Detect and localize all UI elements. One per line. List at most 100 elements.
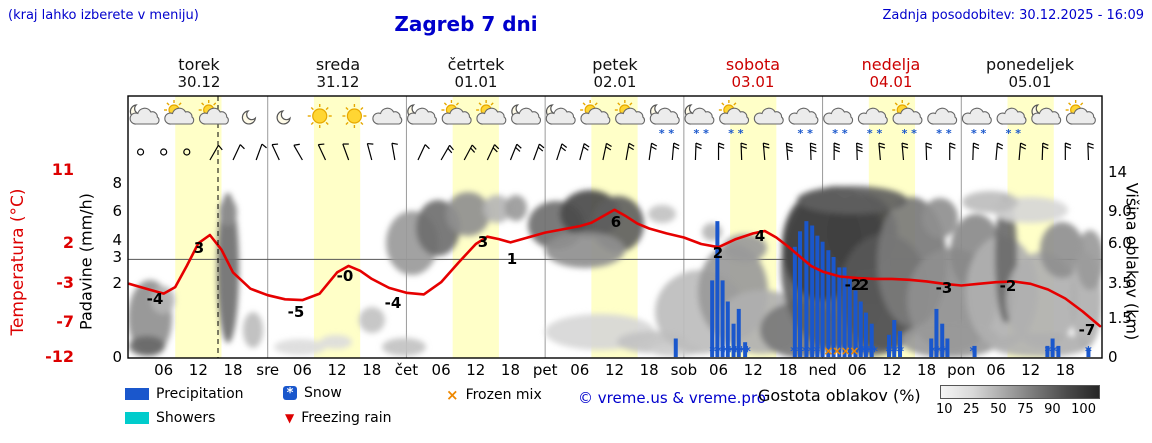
legend-showers: Showers <box>125 410 215 426</box>
svg-text:* *: * * <box>728 127 744 140</box>
cloud-layers <box>128 186 1102 358</box>
legend-precipitation: Precipitation <box>125 386 244 402</box>
svg-text:*: * <box>790 345 797 360</box>
scale-75: 75 <box>1017 402 1034 417</box>
svg-text:6: 6 <box>611 213 621 231</box>
svg-text:2: 2 <box>63 233 74 252</box>
svg-text:čet: čet <box>395 361 418 379</box>
svg-text:-4: -4 <box>147 290 164 308</box>
time-axis-labels: 06 12 18 sre 06 12 18 čet 06 12 18 pet 06 12 18 sob 06 12… <box>154 361 1075 379</box>
svg-text:1.5: 1.5 <box>1108 309 1132 327</box>
day-header-nedelja: nedelja 04.01 <box>861 55 921 91</box>
svg-text:*: * <box>808 345 815 360</box>
svg-text:3: 3 <box>112 248 122 266</box>
weather-icon-sun <box>342 104 367 128</box>
svg-text:06: 06 <box>570 361 589 379</box>
svg-text:*: * <box>732 345 739 360</box>
svg-text:3: 3 <box>194 239 204 257</box>
svg-text:*: * <box>1045 345 1052 360</box>
weather-icon-sun-cloud <box>1065 100 1096 125</box>
svg-text:4: 4 <box>112 231 122 249</box>
svg-text:-12: -12 <box>45 347 74 366</box>
svg-text:*: * <box>715 345 722 360</box>
svg-text:0: 0 <box>112 348 122 366</box>
weather-icon-moon-cloud-snow: * * <box>649 104 680 140</box>
weather-icon-sun-cloud-snow: * * <box>718 100 750 140</box>
svg-text:-4: -4 <box>385 294 402 312</box>
legend-frozen-mix: × Frozen mix <box>446 386 542 404</box>
svg-text:*: * <box>796 345 803 360</box>
copyright-link[interactable]: © vreme.us & vreme.pro <box>578 389 766 407</box>
svg-text:12: 12 <box>882 361 901 379</box>
menu-hint: (kraj lahko izberete v meniju) <box>8 8 199 23</box>
temperature-line <box>128 208 1102 328</box>
svg-text:ned: ned <box>808 361 836 379</box>
chart-frame <box>127 95 1103 359</box>
svg-text:18: 18 <box>917 361 936 379</box>
showers-label: Showers <box>156 410 216 426</box>
svg-text:6: 6 <box>112 202 122 220</box>
svg-text:1: 1 <box>507 250 517 268</box>
svg-text:×: × <box>841 344 851 358</box>
svg-text:* *: * * <box>936 127 952 140</box>
day-header-sreda: sreda 31.12 <box>315 55 361 91</box>
scale-25: 25 <box>963 402 980 417</box>
svg-text:*: * <box>897 345 904 360</box>
svg-text:* *: * * <box>971 127 987 140</box>
showers-swatch <box>125 412 149 424</box>
svg-text:*: * <box>1050 345 1057 360</box>
weather-icon-moon-cloud <box>545 104 576 125</box>
svg-text:6.0: 6.0 <box>1108 234 1132 252</box>
svg-text:*: * <box>721 345 728 360</box>
svg-text:*: * <box>969 345 976 360</box>
cloud-density-scale: 10 25 50 75 90 100 <box>936 402 1096 417</box>
snow-marks: ******* ***** **** *** *** * ** * <box>709 345 1092 360</box>
svg-text:-7: -7 <box>1079 321 1096 339</box>
precipitation-swatch <box>125 388 149 400</box>
temperature-tick-labels: 11 2 -3 -7 -12 <box>45 160 74 366</box>
svg-text:*: * <box>935 345 942 360</box>
svg-text:*: * <box>860 345 867 360</box>
svg-text:*: * <box>1085 345 1092 360</box>
svg-text:12: 12 <box>605 361 624 379</box>
last-update: Zadnja posodobitev: 30.12.2025 - 16:09 <box>882 8 1144 23</box>
weather-icon-sun-cloud <box>198 100 229 125</box>
weather-icon-cloud-snow: * * <box>857 107 888 140</box>
frozen-mix-label: Frozen mix <box>465 387 542 403</box>
svg-text:*: * <box>929 345 936 360</box>
svg-text:* *: * * <box>902 127 918 140</box>
svg-text:*: * <box>727 345 734 360</box>
svg-text:-7: -7 <box>56 312 74 331</box>
svg-text:* *: * * <box>832 127 848 140</box>
weather-icon-moon <box>241 110 257 125</box>
weather-icon-cloud-snow: * * <box>927 107 958 140</box>
svg-text:*: * <box>744 345 751 360</box>
scale-10: 10 <box>936 402 953 417</box>
frozen-mix-icon: × <box>446 386 459 404</box>
svg-text:18: 18 <box>362 361 381 379</box>
freezing-rain-label: Freezing rain <box>301 410 392 426</box>
weather-icons: * * * * * * * * * * * * * * * * * * * * <box>129 100 1096 140</box>
weather-icon-moon <box>276 110 291 125</box>
svg-text:14: 14 <box>1108 163 1127 181</box>
day-header-cetrtek: četrtek 01.01 <box>447 55 505 91</box>
svg-text:11: 11 <box>52 160 74 179</box>
svg-text:18: 18 <box>1056 361 1075 379</box>
freezing-rain-icon: ▼ <box>285 411 295 425</box>
weather-icon-moon-cloud <box>129 104 160 125</box>
svg-text:*: * <box>813 345 820 360</box>
weather-icon-moon-cloud <box>407 104 437 125</box>
weather-icon-moon-cloud <box>511 104 541 125</box>
frozen-mix-marks: ×××× <box>823 344 859 358</box>
svg-text:* *: * * <box>694 127 710 140</box>
svg-text:06: 06 <box>154 361 173 379</box>
legend-freezing-rain: ▼ Freezing rain <box>285 410 392 426</box>
svg-text:pet: pet <box>533 361 558 379</box>
svg-text:06: 06 <box>986 361 1005 379</box>
svg-text:pon: pon <box>947 361 975 379</box>
legend-snow: * Snow <box>283 385 342 401</box>
svg-text:06: 06 <box>709 361 728 379</box>
svg-text:18: 18 <box>501 361 520 379</box>
